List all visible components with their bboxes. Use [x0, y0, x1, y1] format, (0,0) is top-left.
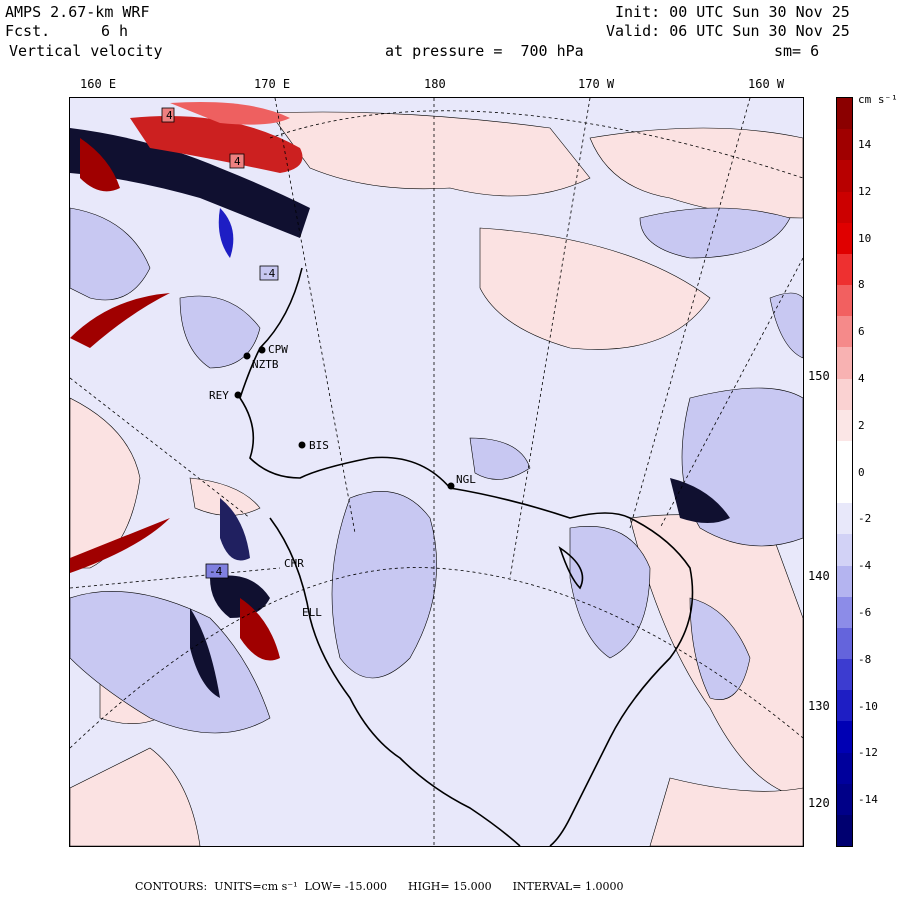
colorbar-units: cm s⁻¹: [858, 93, 898, 106]
colorbar-tick-label: 10: [858, 231, 872, 245]
forecast-hour: 6 h: [101, 22, 129, 40]
colorbar-swatch: [837, 347, 852, 379]
station-ell: ELL: [302, 606, 322, 619]
colorbar-tick-label: -8: [858, 652, 872, 666]
colorbar-swatch: [837, 752, 852, 785]
colorbar-swatch: [837, 690, 852, 722]
field-name: Vertical velocity: [9, 42, 163, 60]
colorbar-swatch: [837, 222, 852, 255]
forecast-label: Fcst.: [5, 22, 51, 40]
footer: CONTOURS: UNITS=cm s⁻¹ LOW= -15.000 HIGH…: [135, 880, 623, 893]
colorbar-tick-label: -2: [858, 512, 872, 526]
station-chr: CHR: [284, 557, 304, 570]
lon-label-160e: 160 E: [80, 77, 117, 91]
graticule: [70, 98, 803, 846]
colorbar-swatch: [837, 98, 852, 130]
valid-time: Valid: 06 UTC Sun 30 Nov 25: [606, 22, 850, 40]
station-nztb: NZTB: [252, 358, 279, 371]
colorbar-swatch: [837, 534, 852, 566]
colorbar-swatch: [837, 160, 852, 192]
station-rey: REY: [209, 389, 229, 402]
lat-label-140w: 140 W: [808, 569, 845, 583]
colorbar-tick-label: 8: [858, 278, 865, 292]
badge-neg4-a: -4: [262, 267, 276, 280]
lat-label-130w: 130 W: [808, 699, 845, 713]
lat-label-120w: 120 W: [808, 796, 845, 810]
colorbar-swatch: [837, 378, 852, 411]
footer-high: HIGH= 15.000: [408, 880, 492, 893]
colorbar-swatch: [837, 659, 852, 691]
colorbar-swatch: [837, 472, 852, 504]
lat-label-150w: 150 W: [808, 369, 845, 383]
colorbar-swatch: [837, 814, 852, 847]
colorbar-swatch: [837, 627, 852, 660]
station-ngl: NGL: [456, 473, 476, 486]
colorbar-tick-label: 12: [858, 184, 872, 198]
footer-contours-label: CONTOURS:: [135, 880, 208, 893]
colorbar-swatch: [837, 316, 852, 348]
colorbar-tick-label: 6: [858, 325, 865, 339]
colorbar-tick-label: -12: [858, 746, 878, 760]
colorbar: [836, 97, 853, 847]
model-title: AMPS 2.67-km WRF: [5, 3, 150, 21]
lon-label-170e: 170 E: [254, 77, 291, 91]
colorbar-tick-label: -4: [858, 559, 872, 573]
colorbar-tick-label: -6: [858, 606, 872, 619]
station-bis: BIS: [309, 439, 329, 452]
colorbar-swatch: [837, 783, 852, 816]
colorbar-tick-label: 2: [858, 418, 865, 432]
station-markers: [234, 346, 455, 490]
footer-interval: INTERVAL= 1.0000: [512, 880, 624, 893]
badge-4-a: 4: [166, 109, 173, 122]
map-canvas: [70, 98, 803, 846]
contour-badges: [161, 107, 279, 579]
strong-features: [70, 102, 730, 698]
negative-patches: [70, 207, 803, 734]
coastline: [239, 267, 694, 846]
smoothing-value: sm= 6: [774, 42, 820, 60]
footer-units: UNITS=cm s⁻¹: [214, 880, 298, 893]
colorbar-swatch: [837, 596, 852, 629]
colorbar-swatch: [837, 565, 852, 598]
colorbar-swatch: [837, 191, 852, 224]
colorbar-tick-label: 4: [858, 372, 865, 385]
badge-4-b: 4: [234, 155, 241, 168]
colorbar-swatch: [837, 129, 852, 161]
colorbar-swatch: [837, 440, 852, 473]
colorbar-swatch: [837, 253, 852, 286]
colorbar-swatch: [837, 409, 852, 442]
lon-label-160w: 160 W: [748, 77, 785, 91]
footer-low: LOW= -15.000: [304, 880, 388, 893]
lon-label-170w: 170 W: [578, 77, 615, 91]
colorbar-tick-label: 14: [858, 138, 872, 151]
pressure-level: at pressure = 700 hPa: [385, 42, 584, 60]
lon-label-180: 180: [424, 77, 446, 91]
station-cpw: CPW: [268, 343, 288, 356]
colorbar-swatch: [837, 285, 852, 317]
colorbar-tick-label: -10: [858, 699, 878, 713]
badge-neg4-b: -4: [209, 565, 223, 578]
init-time: Init: 00 UTC Sun 30 Nov 25: [615, 3, 850, 21]
colorbar-swatch: [837, 503, 852, 535]
colorbar-swatch: [837, 721, 852, 753]
colorbar-tick-label: 0: [858, 465, 865, 479]
map-panel[interactable]: 4 4 -4 -4 CPW NZTB REY BIS NGL CHR ELL: [69, 97, 804, 847]
colorbar-tick-label: -14: [858, 793, 878, 807]
